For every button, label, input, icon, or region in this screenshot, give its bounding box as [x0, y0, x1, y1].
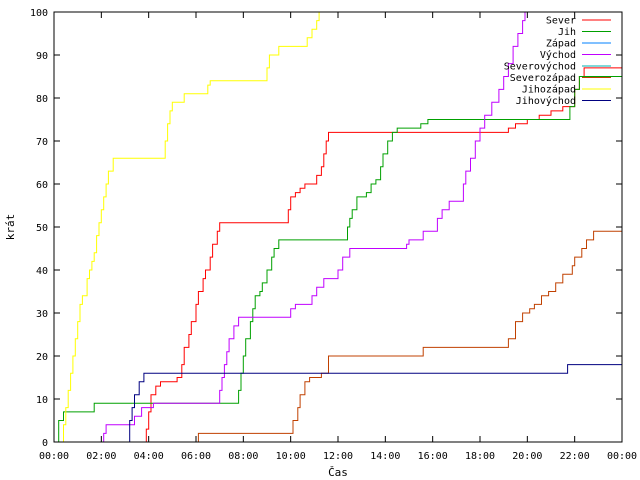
- series-line-7: [127, 364, 622, 443]
- legend-label-3: Východ: [540, 49, 576, 61]
- series-line-5: [196, 230, 622, 443]
- y-tick-label: 70: [36, 137, 48, 148]
- legend-label-4: Severovýchod: [504, 61, 576, 73]
- legend-label-5: Severozápad: [510, 72, 576, 84]
- x-tick-label: 00:00: [607, 451, 637, 462]
- y-tick-label: 100: [30, 8, 48, 19]
- series-line-6: [61, 11, 329, 443]
- y-tick-label: 80: [36, 94, 48, 105]
- x-tick-label: 08:00: [228, 451, 258, 462]
- legend-label-6: Jihozápad: [522, 84, 576, 96]
- y-tick-label: 0: [42, 438, 48, 449]
- x-tick-label: 06:00: [181, 451, 211, 462]
- series-line-3: [101, 12, 526, 443]
- y-tick-label: 90: [36, 51, 48, 62]
- legend-label-1: Jih: [558, 27, 576, 38]
- y-tick-label: 60: [36, 180, 48, 191]
- y-tick-label: 50: [36, 223, 48, 234]
- x-tick-label: 22:00: [560, 451, 590, 462]
- plot-lines: [54, 11, 622, 443]
- x-tick-label: 04:00: [134, 451, 164, 462]
- x-axis: 00:00 02:00 04:00 06:00 08:00 10:00 12:00 14:00…: [39, 12, 637, 462]
- legend: SeverJihZápadVýchodSeverovýchodSeverozáp…: [504, 16, 611, 107]
- y-tick-label: 30: [36, 309, 48, 320]
- x-tick-label: 14:00: [370, 451, 400, 462]
- y-axis: 0 10 20 30 40 50 60 70 80 90 100: [30, 8, 622, 449]
- y-tick-label: 20: [36, 352, 48, 363]
- x-tick-label: 12:00: [323, 451, 353, 462]
- y-tick-label: 40: [36, 266, 48, 277]
- x-tick-label: 10:00: [276, 451, 306, 462]
- legend-label-7: Jihovýchod: [516, 95, 576, 107]
- x-tick-label: 02:00: [86, 451, 116, 462]
- x-tick-label: 00:00: [39, 451, 69, 462]
- x-axis-label: Čas: [328, 466, 348, 479]
- series-line-1: [54, 76, 622, 443]
- y-tick-label: 10: [36, 395, 48, 406]
- x-tick-label: 20:00: [512, 451, 542, 462]
- y-axis-label: krát: [4, 214, 17, 241]
- legend-label-2: Západ: [546, 38, 576, 50]
- x-tick-label: 16:00: [418, 451, 448, 462]
- x-tick-label: 18:00: [465, 451, 495, 462]
- legend-label-0: Sever: [546, 16, 576, 27]
- series-line-0: [54, 67, 622, 443]
